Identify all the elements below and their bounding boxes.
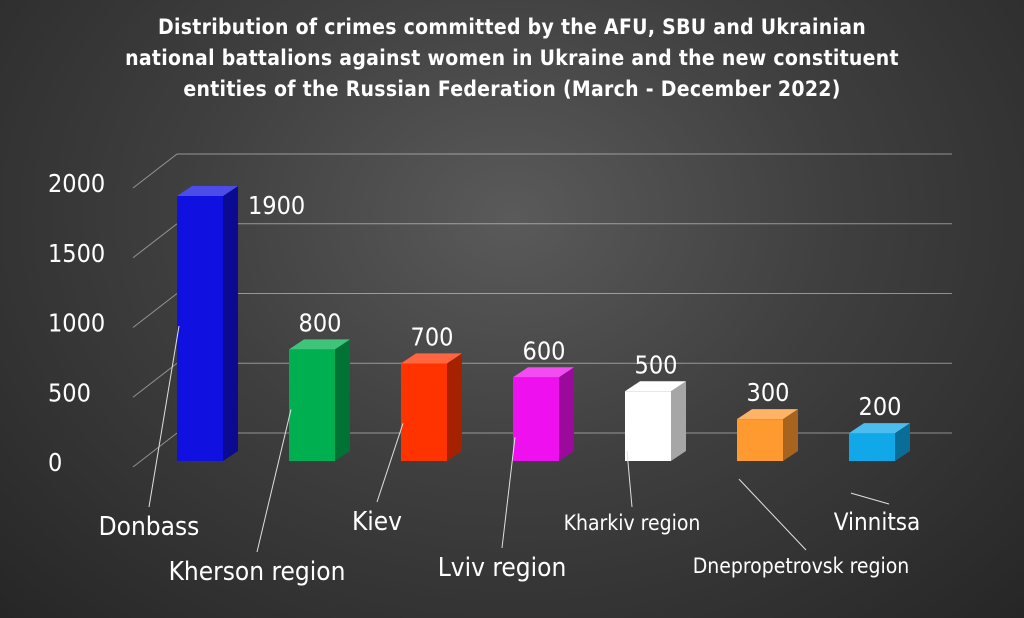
leader-line (256, 409, 292, 553)
bar-top (513, 367, 574, 378)
y-tick-label: 2000 (48, 169, 105, 198)
bar-front (849, 433, 895, 461)
data-label: 800 (299, 308, 342, 337)
bar-side (223, 185, 238, 461)
bar-top (401, 353, 462, 364)
bar-front (513, 377, 559, 461)
leader-line (626, 451, 633, 508)
leader-line (376, 423, 404, 503)
bar-front (737, 419, 783, 461)
bar-top (177, 185, 238, 196)
bar-top (625, 381, 686, 392)
bar-top (849, 423, 910, 434)
leader-line (148, 325, 180, 508)
bar-front (625, 391, 671, 461)
bar-top (737, 409, 798, 420)
bar-front (401, 363, 447, 461)
gridline-diagonal (132, 432, 178, 468)
y-tick-label: 1500 (48, 239, 105, 268)
gridline-diagonal (132, 293, 178, 328)
chart-title-line-1: Distribution of crimes committed by the … (157, 15, 867, 39)
gridline-diagonal (132, 153, 178, 189)
data-label: 700 (411, 322, 454, 351)
bar-front (289, 349, 335, 461)
y-tick-label: 1000 (48, 309, 105, 338)
bar-side (559, 367, 574, 461)
bar-top (289, 339, 350, 350)
data-label: 600 (523, 336, 566, 365)
x-category-label: Vinnitsa (834, 508, 921, 536)
chart-title-line-3: entities of the Russian Federation (Marc… (183, 77, 841, 101)
chart-title-line-2: national battalions against women in Ukr… (125, 46, 899, 70)
gridline-diagonal (132, 362, 178, 398)
bar-side (895, 423, 910, 461)
x-category-label: Dnepropetrovsk region (693, 554, 910, 578)
x-category-label: Kiev (352, 507, 402, 537)
x-category-label: Kharkiv region (564, 511, 701, 535)
data-label: 500 (635, 350, 678, 379)
gridline-diagonal (132, 223, 178, 259)
data-label: 300 (747, 378, 790, 407)
leader-line (738, 478, 807, 551)
bar-front (177, 195, 223, 461)
y-tick-label: 0 (48, 448, 62, 477)
x-category-label: Donbass (99, 512, 200, 542)
bar-side (671, 381, 686, 461)
chart-title: Distribution of crimes committed by the … (0, 12, 1024, 105)
x-category-label: Lviv region (438, 553, 567, 583)
bar-side (447, 353, 462, 461)
y-tick-label: 500 (48, 378, 91, 407)
leader-line (501, 437, 516, 549)
leader-line (850, 492, 890, 505)
data-label: 200 (859, 392, 902, 421)
data-label: 1900 (248, 191, 305, 220)
x-category-label: Kherson region (169, 557, 346, 587)
bar-side (335, 339, 350, 461)
bar-side (783, 409, 798, 461)
